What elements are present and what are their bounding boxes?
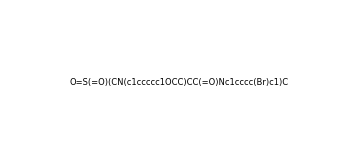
Text: O=S(=O)(CN(c1ccccc1OCC)CC(=O)Nc1cccc(Br)c1)C: O=S(=O)(CN(c1ccccc1OCC)CC(=O)Nc1cccc(Br)… — [70, 78, 289, 86]
